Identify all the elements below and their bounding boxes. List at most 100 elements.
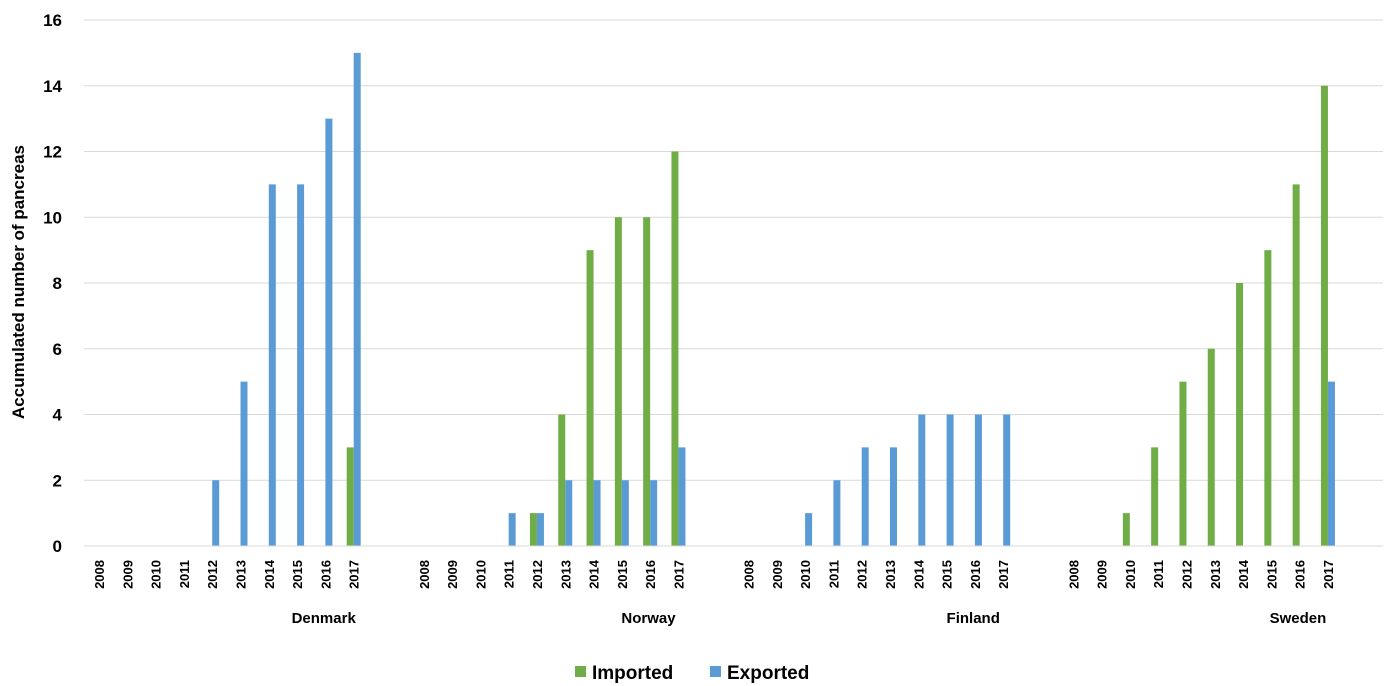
bar-exported-denmark-2016 (325, 118, 333, 546)
bar-imported-norway-2014 (586, 250, 594, 546)
x-tick-label: 2017 (671, 560, 686, 589)
x-tick-label: 2013 (558, 560, 573, 589)
bar-exported-norway-2016 (650, 480, 658, 546)
bar-imported-norway-2015 (614, 217, 622, 546)
legend-label-exported: Exported (727, 663, 809, 684)
bar-imported-sweden-2013 (1207, 348, 1215, 546)
x-tick-label: 2016 (968, 560, 983, 589)
x-tick-label: 2010 (473, 560, 488, 589)
legend: Imported Exported (575, 663, 809, 684)
x-tick-label: 2011 (1151, 560, 1166, 588)
x-tick-label: 2008 (1066, 560, 1081, 589)
group-label-denmark: Denmark (292, 610, 357, 627)
bars (212, 52, 1335, 546)
x-tick-label: 2013 (1208, 560, 1223, 589)
bar-exported-finland-2017 (1003, 414, 1011, 546)
y-tick-label: 2 (53, 471, 62, 490)
x-tick-label: 2010 (1123, 560, 1138, 589)
bar-exported-norway-2011 (508, 513, 516, 546)
bar-exported-denmark-2013 (240, 381, 248, 546)
y-tick-label: 16 (43, 11, 62, 30)
y-tick-label: 14 (43, 77, 62, 96)
bar-exported-norway-2014 (593, 480, 601, 546)
bar-imported-denmark-2017 (346, 447, 354, 546)
bar-exported-finland-2015 (946, 414, 954, 546)
x-tick-label: 2009 (120, 560, 135, 589)
x-tick-label: 2014 (262, 559, 277, 589)
group-label-sweden: Sweden (1270, 610, 1327, 627)
x-tick-label: 2017 (996, 560, 1011, 589)
x-tick-label: 2011 (502, 560, 517, 588)
x-tick-label: 2010 (798, 560, 813, 589)
gridlines (84, 19, 1383, 481)
bar-exported-norway-2017 (678, 447, 686, 546)
bar-exported-finland-2010 (805, 513, 813, 546)
x-tick-label: 2016 (1293, 560, 1308, 589)
bar-exported-norway-2012 (536, 513, 544, 546)
x-tick-label: 2008 (92, 560, 107, 589)
bar-imported-sweden-2011 (1151, 447, 1159, 546)
x-tick-label: 2010 (149, 560, 164, 589)
bar-exported-finland-2011 (833, 480, 841, 546)
bar-exported-denmark-2017 (353, 52, 361, 546)
bar-exported-finland-2012 (861, 447, 869, 546)
bar-imported-norway-2012 (529, 513, 537, 546)
y-axis-ticks: 0 2 4 6 8 10 12 14 16 (43, 11, 62, 556)
x-tick-label: 2017 (1321, 560, 1336, 589)
x-tick-label: 2012 (1179, 560, 1194, 589)
y-tick-label: 0 (53, 537, 62, 556)
bar-imported-norway-2013 (558, 414, 566, 546)
bar-exported-finland-2014 (918, 414, 926, 546)
legend-label-imported: Imported (592, 663, 673, 684)
bar-exported-denmark-2015 (297, 184, 305, 546)
y-tick-label: 10 (43, 208, 62, 227)
y-tick-label: 12 (43, 143, 62, 162)
bar-exported-finland-2016 (974, 414, 982, 546)
x-axis-ticks: 2008 2009 2010 2011 2012 2013 2014 2015 2016 2017… (92, 559, 1336, 589)
x-tick-label: 2012 (855, 560, 870, 589)
x-tick-label: 2009 (1095, 560, 1110, 589)
x-tick-label: 2013 (234, 560, 249, 589)
x-tick-label: 2014 (1236, 559, 1251, 589)
x-tick-label: 2015 (940, 560, 955, 589)
bar-imported-sweden-2010 (1122, 513, 1130, 546)
y-tick-label: 4 (53, 406, 63, 425)
x-tick-label: 2015 (615, 560, 630, 589)
bar-exported-denmark-2014 (268, 184, 276, 546)
bar-exported-sweden-2017 (1327, 381, 1335, 546)
x-tick-label: 2012 (205, 560, 220, 589)
x-tick-label: 2015 (1264, 560, 1279, 589)
group-label-finland: Finland (947, 610, 1000, 627)
x-tick-label: 2011 (826, 560, 841, 588)
x-tick-label: 2013 (883, 560, 898, 589)
x-tick-label: 2014 (911, 559, 926, 589)
x-tick-label: 2009 (770, 560, 785, 589)
x-tick-label: 2014 (587, 559, 602, 589)
bar-imported-sweden-2014 (1236, 283, 1244, 546)
bar-exported-norway-2013 (565, 480, 573, 546)
x-tick-label: 2017 (347, 560, 362, 589)
x-tick-label: 2011 (177, 560, 192, 588)
bar-imported-sweden-2012 (1179, 381, 1187, 546)
y-axis-label: Accumulated number of pancreas (9, 145, 28, 419)
y-tick-label: 6 (53, 340, 62, 359)
bar-imported-norway-2017 (671, 151, 679, 546)
bar-imported-sweden-2015 (1264, 250, 1272, 546)
bar-exported-norway-2015 (621, 480, 629, 546)
x-tick-label: 2009 (445, 560, 460, 589)
x-tick-label: 2015 (290, 560, 305, 589)
legend-swatch-imported (575, 666, 586, 677)
group-labels: Denmark Norway Finland Sweden (292, 610, 1327, 627)
bar-imported-sweden-2016 (1292, 184, 1300, 546)
bar-imported-sweden-2017 (1320, 85, 1328, 546)
x-tick-label: 2008 (417, 560, 432, 589)
bar-imported-norway-2016 (643, 217, 651, 546)
legend-swatch-exported (710, 666, 721, 677)
x-tick-label: 2016 (643, 560, 658, 589)
bar-exported-denmark-2012 (212, 480, 220, 546)
x-tick-label: 2012 (530, 560, 545, 589)
x-tick-label: 2008 (742, 560, 757, 589)
y-tick-label: 8 (53, 274, 62, 293)
bar-exported-finland-2013 (890, 447, 897, 546)
